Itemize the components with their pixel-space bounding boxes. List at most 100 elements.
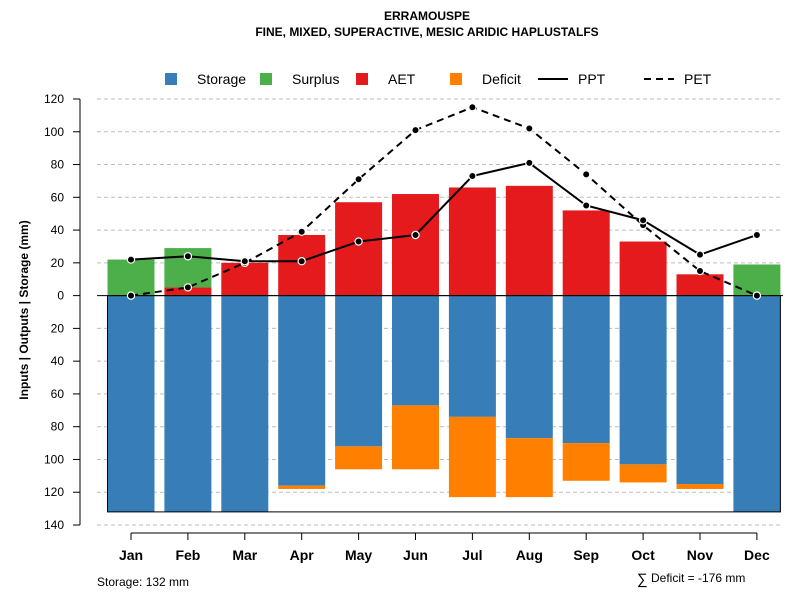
aet-bar-jul [448,187,496,296]
deficit-bar-jul [448,416,496,498]
x-tick-label-jul: Jul [462,547,482,563]
x-tick-label-oct: Oct [631,547,655,563]
legend-label: PPT [578,71,606,87]
storage-bar-jun [392,295,439,406]
y-tick-label: 140 [44,518,64,532]
pet-point-jun [411,125,420,135]
legend-swatch [165,73,177,85]
deficit-bar-may [335,446,383,470]
legend-item-ppt: PPT [538,71,606,87]
legend-label: Surplus [292,71,339,87]
ppt-point-dec [752,230,762,240]
y-tick-label: 80 [51,420,65,434]
storage-bar-jan [107,295,155,512]
deficit-total-label: Deficit = -176 mm [651,571,745,585]
y-tick-label: 20 [51,321,65,335]
x-tick-label-aug: Aug [516,547,543,563]
ppt-point-nov [695,250,705,259]
storage-bar-nov [676,295,724,485]
storage-bar-mar [221,295,269,512]
legend-swatch [450,73,462,85]
storage-bar-jul [448,295,496,417]
storage-bar-sep [562,295,610,444]
deficit-bar-aug [505,438,553,498]
legend: Storage Surplus AET Deficit PPT PET [165,71,712,87]
y-tick-label: 100 [44,125,64,139]
legend-swatch [356,73,368,85]
y-tick-label: 0 [57,289,64,303]
ppt-point-may [354,237,363,246]
chart-subtitle: FINE, MIXED, SUPERACTIVE, MESIC ARIDIC H… [255,25,598,39]
y-tick-label: 120 [44,92,64,106]
x-tick-label-feb: Feb [175,547,200,563]
aet-bar-jun [392,194,439,296]
pet-point-dec [752,291,762,300]
pet-point-sep [582,170,591,179]
ppt-point-aug [525,158,534,168]
legend-label: Deficit [482,71,521,87]
storage-bar-feb [164,295,212,512]
y-axis: 120 100 80 60 40 20 0 20 40 60 80 100 120 140 [44,92,81,532]
aet-bar-oct [619,241,667,296]
legend-label: Storage [197,71,246,87]
y-axis-label: Inputs | Outputs | Storage (mm) [17,220,31,399]
chart-title: ERRAMOUSPE [384,9,470,23]
x-tick-label-may: May [345,547,372,563]
y-tick-label: 80 [51,158,65,172]
bars [97,185,783,513]
x-tick-label-apr: Apr [290,547,315,563]
legend-item-surplus: Surplus [260,71,339,87]
ppt-point-jun [411,230,420,240]
aet-bar-sep [562,210,610,296]
ppt-point-jan [126,255,136,264]
storage-bar-dec [733,295,781,512]
deficit-bar-oct [619,464,667,483]
y-tick-label: 20 [51,256,65,270]
storage-bar-oct [619,295,667,465]
ppt-point-mar [240,257,249,266]
y-tick-label: 100 [44,452,64,466]
x-tick-label-jun: Jun [403,547,428,563]
pet-point-apr [297,227,306,236]
y-tick-label: 60 [51,387,65,401]
deficit-bar-nov [676,484,724,489]
ppt-point-oct [638,216,648,225]
storage-bar-may [335,295,383,447]
legend-item-storage: Storage [165,71,246,87]
x-tick-label-mar: Mar [232,547,257,563]
storage-capacity-label: Storage: 132 mm [97,575,189,589]
pet-point-feb [183,283,193,292]
legend-label: PET [684,71,712,87]
ppt-point-sep [582,201,591,210]
y-tick-label: 60 [51,190,65,204]
x-axis: Jan Feb Mar Apr May Jun Jul Aug Sep Oct Nov Dec [119,532,770,563]
storage-capacity-outline [107,295,781,513]
legend-swatch [260,73,272,85]
lines [126,102,762,300]
aet-bar-nov [676,274,724,296]
legend-item-deficit: Deficit [450,71,521,87]
legend-label: AET [388,71,416,87]
pet-point-nov [695,266,705,276]
aet-bar-may [335,202,383,296]
deficit-bar-apr [278,485,326,489]
y-tick-label: 40 [51,354,65,368]
x-tick-label-dec: Dec [744,547,770,563]
pet-point-jan [126,291,136,300]
deficit-bar-sep [562,443,610,481]
surplus-bar-jan [107,259,155,296]
x-tick-label-sep: Sep [573,547,599,563]
ppt-line [130,161,758,263]
storage-bar-apr [278,295,326,486]
pet-point-aug [525,124,534,133]
x-tick-label-jan: Jan [119,547,143,563]
x-tick-label-nov: Nov [687,547,714,563]
aet-bar-mar [221,262,269,296]
surplus-bar-dec [733,264,781,296]
ppt-point-jul [468,171,477,181]
sum-symbol: ∑ [637,571,648,588]
ppt-point-apr [297,257,306,266]
ppt-point-feb [183,252,193,261]
y-tick-label: 40 [51,223,65,237]
